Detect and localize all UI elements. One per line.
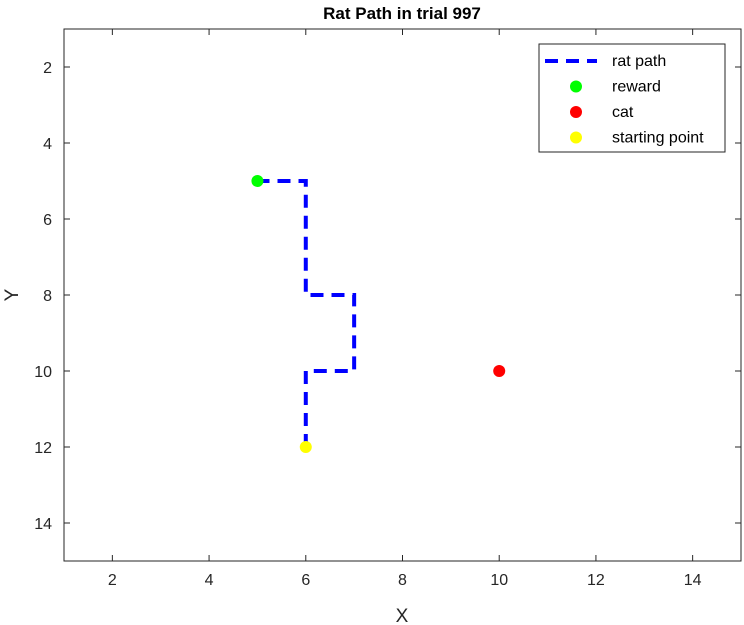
y-axis-label: Y (2, 288, 23, 301)
y-tick-label: 10 (34, 364, 52, 381)
x-tick-label: 2 (108, 572, 117, 589)
x-axis-label: X (396, 606, 409, 625)
legend-swatch-reward (570, 80, 582, 93)
axis-ticks: 2 4 6 8 10 12 14 2 4 6 8 10 12 14 (34, 29, 741, 589)
legend-label-reward: reward (612, 79, 661, 96)
y-tick-label: 2 (43, 60, 52, 77)
series-rat-path-line (257, 179, 357, 447)
x-tick-label: 14 (684, 572, 702, 589)
legend-label-cat: cat (612, 104, 634, 121)
y-tick-label: 12 (34, 440, 52, 457)
legend: rat path reward cat starting point (538, 43, 726, 153)
x-tick-label: 10 (490, 572, 508, 589)
legend-label-rat-path: rat path (612, 53, 666, 70)
x-tick-label: 8 (398, 572, 407, 589)
marker-starting-point (299, 441, 312, 453)
y-tick-label: 8 (43, 288, 52, 305)
marker-reward (251, 175, 264, 187)
chart-title: Rat Path in trial 997 (323, 4, 481, 23)
y-tick-label: 14 (34, 516, 52, 533)
x-tick-label: 12 (587, 572, 605, 589)
x-tick-label: 6 (301, 572, 310, 589)
y-tick-label: 4 (43, 136, 52, 153)
legend-label-starting-point: starting point (612, 130, 704, 147)
plot-content (251, 175, 506, 453)
legend-swatch-cat (570, 106, 582, 118)
x-tick-label: 4 (205, 572, 214, 589)
legend-swatch-starting-point (570, 131, 582, 144)
y-tick-label: 6 (43, 212, 52, 229)
marker-cat (493, 365, 506, 377)
